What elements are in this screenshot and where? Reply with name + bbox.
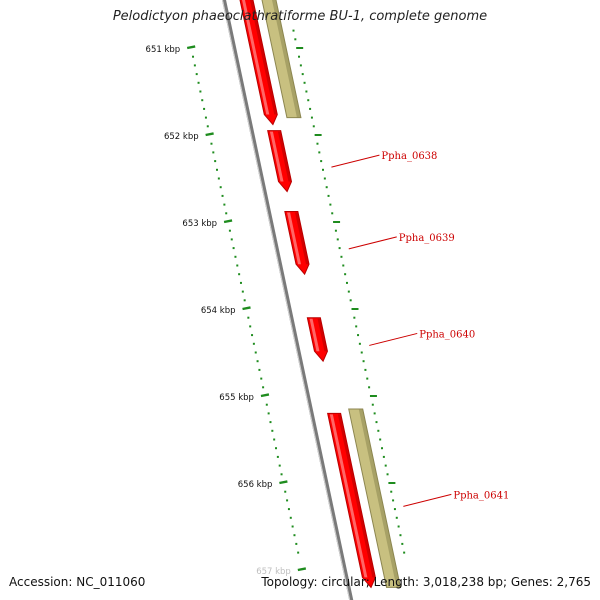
- scale-major-tick: [297, 567, 307, 572]
- scale-tick-label: 656 kbp: [238, 480, 273, 490]
- rna-band-shade: [271, 0, 301, 118]
- scale-tick-label: 653 kbp: [182, 219, 217, 229]
- scale-tick-label: 652 kbp: [164, 132, 199, 142]
- gene-arrow: [267, 130, 293, 193]
- rna-band-track: [261, 0, 402, 588]
- scale-major-tick: [205, 132, 214, 137]
- scale-major-tick: [279, 480, 288, 485]
- gene-arrow-shadow: [249, 0, 278, 115]
- scale-major-tick: [186, 45, 196, 50]
- gene-arrow-shadow: [295, 212, 310, 265]
- scale-ruler: 651 kbp 652 kbp 653 kbp 654 kbp 655 kbp 656 k…: [146, 29, 406, 577]
- gene-labels: Ppha_0638 Ppha_0639 Ppha_0640 Ppha_0641: [331, 151, 509, 507]
- gene-label: Ppha_0640: [419, 329, 475, 340]
- accession-label: Accession: NC_011060: [9, 575, 146, 589]
- gene-arrow-highlight: [241, 0, 270, 115]
- gene-label-leader: [348, 236, 397, 250]
- gene-label-leader: [331, 154, 380, 168]
- scale-tick-label: 655 kbp: [219, 393, 254, 403]
- scale-tick-label: 654 kbp: [201, 306, 236, 316]
- scale-major-tick: [242, 306, 251, 311]
- gene-label: Ppha_0638: [381, 151, 437, 162]
- rna-band-shade: [358, 409, 401, 588]
- genome-title: Pelodictyon phaeoclathratiforme BU-1, co…: [112, 9, 488, 24]
- backbone-line: [221, 0, 354, 600]
- scale-tick-label: 657 kbp: [256, 567, 291, 577]
- scale-major-tick: [260, 393, 270, 398]
- gene-label: Ppha_0641: [453, 490, 509, 501]
- gene-arrow-highlight: [309, 318, 320, 352]
- gene-arrow-shadow: [317, 318, 328, 352]
- gene-arrow-highlight: [287, 212, 302, 265]
- gene-arrow-shadow: [337, 414, 376, 578]
- gene-label-leader: [369, 332, 418, 346]
- scale-tick-label: 651 kbp: [146, 45, 181, 55]
- gene-label: Ppha_0639: [399, 233, 455, 244]
- genome-backbone: [221, 0, 354, 600]
- genome-summary: Topology: circular; Length: 3,018,238 bp…: [261, 575, 591, 589]
- gene-label-leader: [403, 493, 452, 507]
- scale-major-tick: [223, 219, 233, 224]
- backbone-highlight: [221, 0, 351, 600]
- gene-arrow-highlight: [269, 131, 284, 182]
- gene-arrow-highlight: [329, 414, 368, 578]
- gene-arrow-shadow: [277, 131, 292, 182]
- gene-track: [239, 0, 376, 589]
